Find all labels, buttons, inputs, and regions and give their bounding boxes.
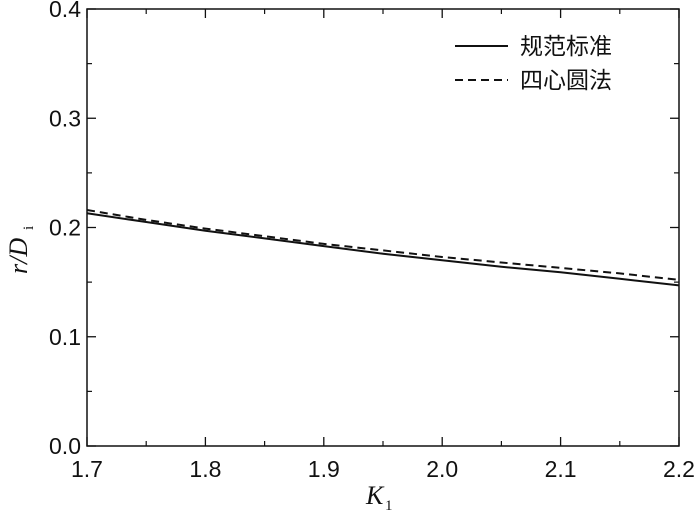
y-axis-label-main: r/D xyxy=(4,238,33,274)
series-line-0 xyxy=(86,212,680,287)
y-axis-label-subscript: i xyxy=(21,226,37,230)
legend-label-1: 四心圆法 xyxy=(520,68,612,94)
y-tick-label: 0.3 xyxy=(49,105,81,131)
x-tick-label: 2.0 xyxy=(426,456,458,482)
legend: 规范标准 四心圆法 xyxy=(455,34,612,94)
ticks xyxy=(86,8,680,447)
x-axis-label-main: K xyxy=(365,481,385,510)
x-axis-label-subscript: 1 xyxy=(385,498,393,514)
legend-label-0: 规范标准 xyxy=(520,34,612,60)
x-tick-label: 2.2 xyxy=(663,456,695,482)
x-tick-label: 1.8 xyxy=(189,456,221,482)
y-tick-label: 0.0 xyxy=(49,433,81,459)
series-line-1 xyxy=(86,209,680,281)
y-tick-label: 0.1 xyxy=(49,324,81,350)
x-tick-label: 1.7 xyxy=(71,456,103,482)
y-tick-label: 0.2 xyxy=(49,215,81,241)
y-tick-label: 0.4 xyxy=(49,0,81,22)
series-layer xyxy=(86,209,680,287)
x-axis-label: K 1 xyxy=(365,481,393,514)
tick-labels: 1.7 1.8 1.9 2.0 2.1 2.2 0.0 0.1 0.2 0.3 0.4 xyxy=(49,0,695,482)
y-axis-label: r/D i xyxy=(4,226,37,274)
x-tick-label: 1.9 xyxy=(308,456,340,482)
x-tick-label: 2.1 xyxy=(545,456,577,482)
